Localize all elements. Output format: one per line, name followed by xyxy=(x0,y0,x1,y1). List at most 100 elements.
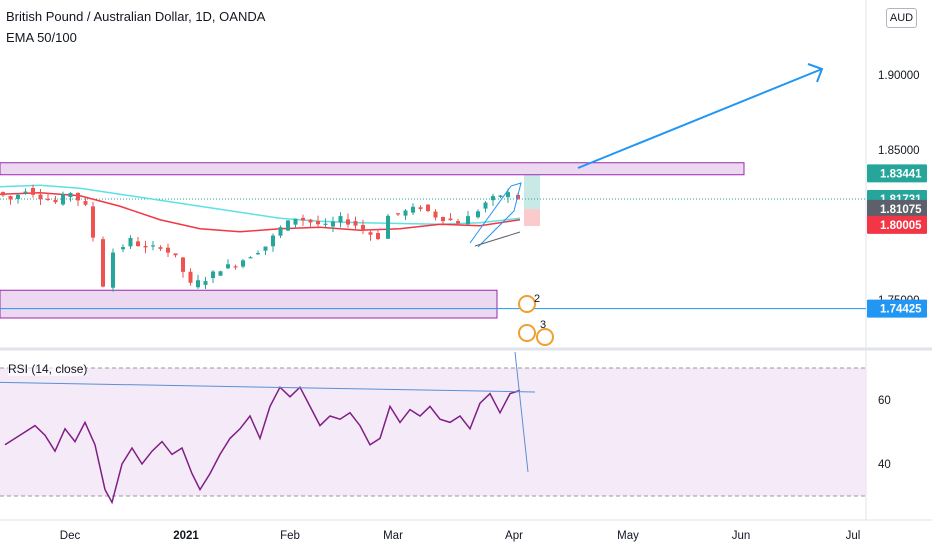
x-tick-label: Jun xyxy=(732,530,751,542)
candle-body xyxy=(101,239,105,287)
indicator-label: EMA 50/100 xyxy=(6,30,77,45)
candle-body xyxy=(233,266,238,268)
event-count-label: 2 xyxy=(534,293,540,305)
candle-body xyxy=(418,207,423,209)
price-label-tag xyxy=(867,299,927,318)
event-flag-icon xyxy=(536,328,554,346)
ema-100-line xyxy=(0,184,521,226)
candle-body xyxy=(68,193,73,197)
position-target-zone xyxy=(524,175,540,209)
channel-base-line xyxy=(474,231,521,247)
resistance-zone-1 xyxy=(0,289,498,319)
x-tick-label: Mar xyxy=(383,530,403,542)
x-tick-label: Apr xyxy=(505,530,523,542)
event-flag-icon xyxy=(518,295,536,313)
arrow-head-icon xyxy=(807,63,824,83)
candle-body xyxy=(196,280,200,288)
candle-body xyxy=(173,253,178,256)
candle-body xyxy=(386,215,390,239)
event-flag-icon xyxy=(518,324,536,342)
candle-body xyxy=(506,192,510,198)
candle-body xyxy=(448,218,453,221)
candle-body xyxy=(361,224,365,230)
price-label-text: 1.81075 xyxy=(880,204,922,216)
ema-50-line xyxy=(0,191,521,233)
candle-body xyxy=(498,195,503,197)
candle-body xyxy=(8,196,13,200)
candle-body xyxy=(166,247,170,253)
candle-body xyxy=(433,211,438,218)
x-tick-label: Jul xyxy=(846,530,861,542)
candle-body xyxy=(203,281,208,285)
candle-body xyxy=(278,227,283,236)
chart-title: British Pound / Australian Dollar, 1D, O… xyxy=(6,9,266,24)
candle-body xyxy=(301,217,305,221)
candle-body xyxy=(293,218,298,225)
price-label-tag xyxy=(867,164,927,183)
candle-body xyxy=(426,204,430,212)
price-label-tag xyxy=(867,199,927,218)
candle-body xyxy=(308,219,313,223)
y-tick-label: 1.90000 xyxy=(878,70,920,82)
rsi-line xyxy=(4,385,521,505)
candle-body xyxy=(353,221,358,226)
rsi-band xyxy=(0,368,866,496)
candle-body xyxy=(83,201,88,205)
candle-body xyxy=(211,271,215,279)
event-count-label: 3 xyxy=(540,319,546,331)
candle-body xyxy=(346,219,350,225)
candle-body xyxy=(491,196,495,201)
candle-body xyxy=(76,192,80,201)
y-tick-label: 1.85000 xyxy=(878,145,920,157)
projection-arrow xyxy=(577,68,823,169)
candle-body xyxy=(61,194,65,205)
candle-body xyxy=(256,252,260,255)
x-tick-label: Feb xyxy=(280,530,300,542)
x-tick-label: May xyxy=(617,530,639,542)
candle-body xyxy=(23,191,28,194)
candle-body xyxy=(286,220,290,231)
candle-body xyxy=(218,271,223,276)
candle-body xyxy=(338,216,343,223)
candle-body xyxy=(16,194,20,199)
candle-body xyxy=(31,187,35,195)
resistance-zone-0 xyxy=(0,162,745,176)
candle-body xyxy=(403,210,408,216)
rsi-level-label: 60 xyxy=(878,395,891,407)
price-label-text: 1.74425 xyxy=(880,304,922,316)
x-tick-label: 2021 xyxy=(173,530,199,542)
candle-body xyxy=(188,271,193,283)
currency-button[interactable]: AUD xyxy=(886,8,917,28)
candle-body xyxy=(396,213,400,215)
candle-body xyxy=(331,221,335,227)
rsi-level-label: 40 xyxy=(878,459,891,471)
candle-body xyxy=(248,257,253,259)
candle-body xyxy=(476,211,480,218)
candle-body xyxy=(411,206,415,213)
candle-body xyxy=(271,235,275,247)
candle-body xyxy=(121,247,125,250)
candle-body xyxy=(46,198,50,200)
candle-body xyxy=(368,232,373,235)
price-label-tag xyxy=(867,215,927,234)
candle-body xyxy=(456,221,460,224)
candle-body xyxy=(323,223,328,225)
price-label-text: 1.83441 xyxy=(880,168,922,180)
candle-body xyxy=(483,202,488,209)
candle-body xyxy=(136,241,140,247)
rsi-title: RSI (14, close) xyxy=(8,362,88,376)
candle-body xyxy=(181,257,185,272)
candle-body xyxy=(53,199,58,203)
rsi-trendline xyxy=(0,381,536,393)
x-tick-label: Dec xyxy=(60,530,81,542)
position-stop-zone xyxy=(524,209,540,226)
price-label-text: 1.80005 xyxy=(880,220,922,232)
rising-channel xyxy=(469,182,522,248)
candle-body xyxy=(226,264,230,269)
candle-body xyxy=(441,217,445,222)
candle-body xyxy=(316,221,320,225)
candle-body xyxy=(376,233,380,240)
candle-body xyxy=(241,260,245,267)
